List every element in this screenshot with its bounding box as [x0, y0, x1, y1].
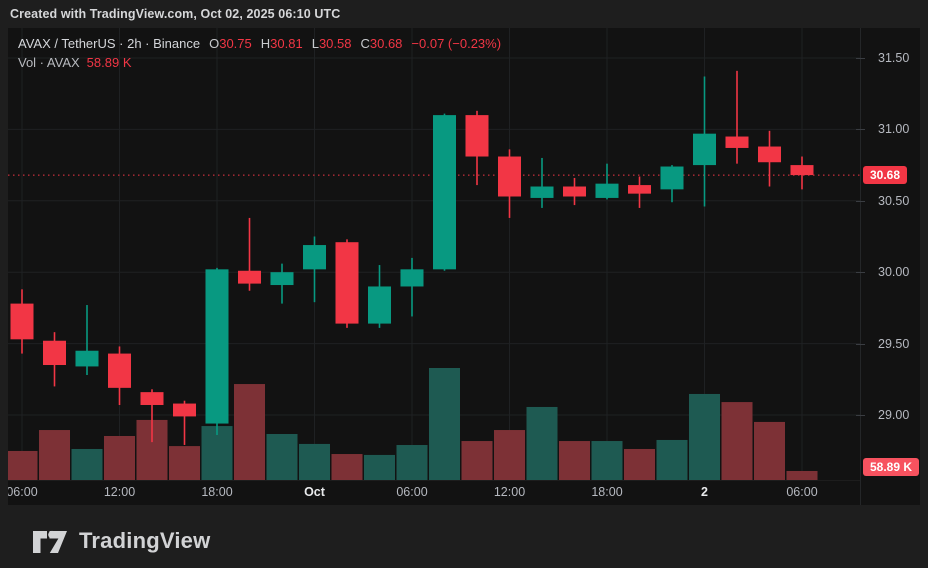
volume-bar: [8, 450, 38, 480]
candle-body: [303, 245, 326, 270]
volume-bar: [624, 448, 655, 480]
volume-value: 58.89 K: [86, 55, 132, 70]
candle-body: [498, 156, 521, 197]
volume-bar: [786, 470, 818, 480]
ohlc-letter: C: [360, 36, 370, 51]
volume-badge: 58.89 K: [863, 458, 920, 476]
time-tick-label: 12:00: [103, 485, 136, 499]
candle-body: [628, 185, 651, 194]
volume-bar: [656, 439, 688, 480]
volume-bar: [331, 454, 363, 480]
chart-panel: AVAX / TetherUS · 2h · Binance O30.75 H30.…: [8, 28, 920, 505]
candle-body: [173, 403, 196, 417]
price-tick-label: 31.50: [856, 50, 920, 66]
candle-body: [790, 165, 814, 176]
volume-bar: [689, 393, 720, 480]
candlestick-plot[interactable]: [8, 28, 860, 480]
time-tick-label: Oct: [304, 485, 325, 499]
volume-bar: [494, 430, 525, 480]
candle-body: [43, 340, 66, 366]
brand-name: TradingView: [79, 528, 211, 553]
ohlc-value: 30.75: [219, 36, 252, 51]
time-tick-label: 18:00: [201, 485, 233, 499]
candle-body: [270, 272, 294, 286]
volume-bar: [396, 445, 428, 480]
volume-bar: [266, 434, 298, 480]
candle-body: [758, 146, 781, 163]
price-axis[interactable]: 30.68 58.89 K 31.50 31.00 30.50 30.00 29.50 2…: [856, 28, 920, 505]
volume-bar: [559, 441, 590, 480]
chart-legend: AVAX / TetherUS · 2h · Binance O30.75 H30.…: [18, 35, 501, 71]
volume-bar: [104, 435, 135, 480]
price-tick-label: 29.50: [856, 336, 920, 352]
time-tick-label: 18:00: [591, 485, 623, 499]
volume-bar: [299, 443, 330, 480]
time-tick-label: 06:00: [396, 485, 428, 499]
legend-volume-row: Vol · AVAX 58.89 K: [18, 54, 501, 71]
volume-bar: [169, 446, 200, 480]
volume-bar: [71, 448, 103, 480]
ohlc-letter: H: [260, 36, 271, 51]
price-change: −0.07 (−0.23%): [411, 36, 502, 51]
ohlc-value: 30.81: [270, 36, 303, 51]
symbol-title: AVAX / TetherUS · 2h · Binance: [18, 36, 201, 51]
price-tick-label: 30.00: [856, 264, 920, 280]
price-tick-label: 31.00: [856, 121, 920, 137]
volume-bar: [461, 441, 493, 480]
time-tick-label: 12:00: [493, 485, 526, 499]
volume-bar: [39, 430, 70, 480]
tradingview-logo-icon: [33, 530, 67, 553]
attribution-text: Created with TradingView.com, Oct 02, 20…: [10, 7, 341, 21]
price-tick-label: 29.00: [856, 407, 920, 423]
ohlc-letter: O: [209, 36, 220, 51]
volume-label: Vol · AVAX: [18, 55, 80, 70]
time-tick-label: 2: [701, 485, 708, 499]
candle-body: [140, 392, 164, 405]
ohlc-values: O30.75 H30.81 L30.58 C30.68: [200, 36, 402, 51]
candle-body: [465, 115, 489, 157]
volume-bar: [591, 441, 623, 480]
candle-body: [660, 166, 684, 190]
candle-body: [368, 286, 391, 324]
candle-body: [205, 269, 229, 424]
candle-body: [335, 242, 359, 324]
candle-body: [75, 350, 99, 367]
volume-bar: [234, 384, 265, 480]
ohlc-value: 30.58: [318, 36, 352, 51]
candle-body: [238, 270, 261, 284]
candle-body: [108, 353, 131, 388]
time-axis[interactable]: 06:00 12:00 18:00 Oct 06:00 12:00 18:00 2 06:00: [8, 480, 860, 505]
volume-bar: [364, 454, 395, 480]
candle-body: [693, 133, 716, 166]
volume-bar: [754, 421, 785, 480]
footer: TradingView: [33, 523, 210, 559]
ohlc-value: 30.68: [369, 36, 403, 51]
last-price-badge: 30.68: [863, 166, 908, 185]
volume-bar: [526, 406, 558, 480]
candle-body: [530, 186, 554, 198]
ohlc-letter: L: [311, 36, 319, 51]
volume-bar: [429, 367, 460, 480]
volume-bar: [201, 426, 233, 480]
candle-body: [10, 303, 34, 340]
price-tick-label: 30.50: [856, 193, 920, 209]
time-tick-label: 06:00: [786, 485, 818, 499]
legend-symbol-row: AVAX / TetherUS · 2h · Binance O30.75 H30.…: [18, 35, 501, 52]
candle-body: [400, 269, 424, 287]
candle-body: [433, 115, 456, 270]
candle-body: [595, 183, 619, 198]
volume-bar: [721, 402, 753, 480]
candle-body: [563, 186, 586, 197]
candle-body: [725, 136, 749, 148]
time-tick-label: 06:00: [8, 485, 38, 499]
